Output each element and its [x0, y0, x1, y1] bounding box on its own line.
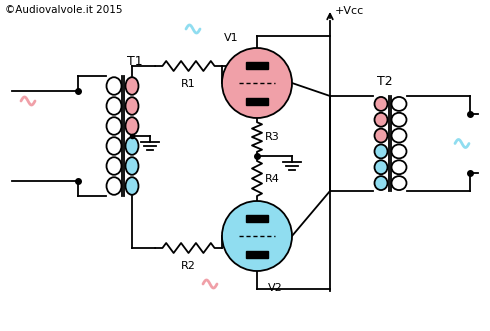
- Ellipse shape: [125, 117, 139, 135]
- Ellipse shape: [106, 77, 122, 95]
- Text: V1: V1: [224, 33, 239, 43]
- Circle shape: [222, 201, 292, 271]
- FancyBboxPatch shape: [245, 215, 269, 222]
- Ellipse shape: [392, 97, 407, 111]
- Circle shape: [222, 48, 292, 118]
- Text: R3: R3: [265, 132, 280, 142]
- Ellipse shape: [392, 129, 407, 143]
- Ellipse shape: [106, 177, 122, 195]
- Ellipse shape: [374, 97, 388, 111]
- Ellipse shape: [374, 113, 388, 127]
- Ellipse shape: [392, 176, 407, 190]
- Ellipse shape: [374, 144, 388, 158]
- FancyBboxPatch shape: [245, 98, 269, 105]
- Text: T2: T2: [377, 75, 393, 88]
- Ellipse shape: [374, 160, 388, 174]
- Text: V2: V2: [268, 283, 282, 293]
- Ellipse shape: [125, 97, 139, 115]
- Ellipse shape: [392, 144, 407, 158]
- Ellipse shape: [106, 157, 122, 175]
- Text: +Vcc: +Vcc: [335, 6, 364, 16]
- FancyBboxPatch shape: [245, 251, 269, 258]
- Ellipse shape: [125, 177, 139, 195]
- Text: R2: R2: [181, 261, 196, 271]
- Text: R1: R1: [181, 79, 196, 89]
- Ellipse shape: [374, 176, 388, 190]
- FancyBboxPatch shape: [245, 62, 269, 69]
- Ellipse shape: [106, 137, 122, 155]
- Ellipse shape: [125, 137, 139, 155]
- Ellipse shape: [392, 160, 407, 174]
- Ellipse shape: [125, 157, 139, 175]
- Text: ©Audiovalvole.it 2015: ©Audiovalvole.it 2015: [5, 5, 122, 15]
- Ellipse shape: [374, 129, 388, 143]
- Ellipse shape: [106, 97, 122, 115]
- Ellipse shape: [106, 117, 122, 135]
- Ellipse shape: [125, 77, 139, 95]
- Ellipse shape: [392, 113, 407, 127]
- Text: T1: T1: [127, 55, 143, 68]
- Text: R4: R4: [265, 173, 280, 183]
